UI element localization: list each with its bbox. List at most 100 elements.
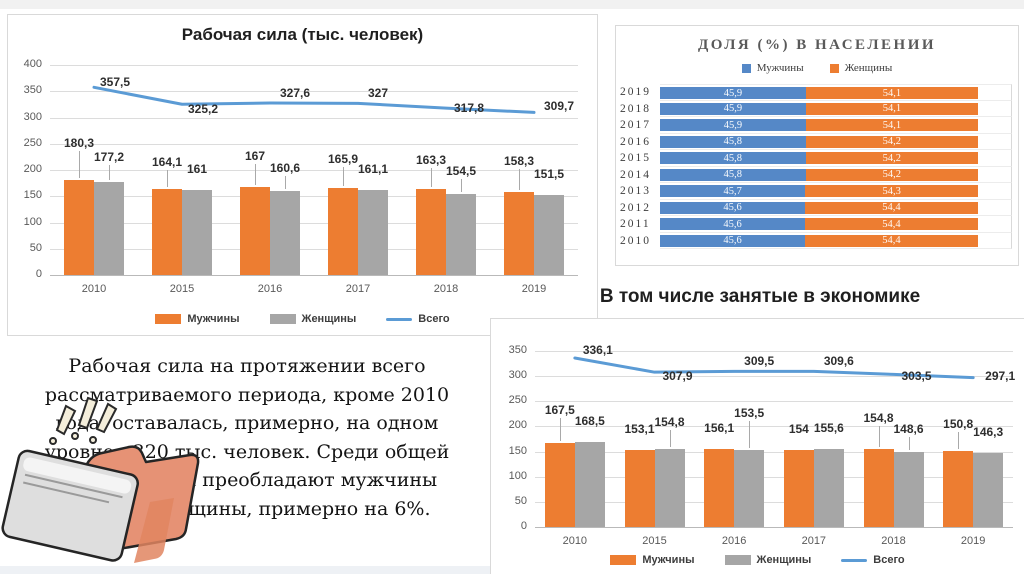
data-label: 165,9 [327, 151, 359, 166]
bar-Женщины [973, 453, 1004, 527]
y-tick-label: 300 [23, 110, 42, 123]
data-label: 180,3 [63, 136, 95, 151]
bar-Мужчины [504, 191, 534, 275]
legend-item: Женщины [269, 313, 357, 325]
year-label: 2017 [620, 119, 651, 132]
label-leader-line [461, 178, 462, 192]
legend-swatch [610, 555, 637, 565]
labor-force-chart-legend: Мужчины Женщины Всего [8, 313, 597, 325]
grid-line [50, 196, 578, 198]
legend-label: Женщины [301, 313, 357, 325]
legend-swatch [741, 63, 751, 73]
data-label: 167,5 [544, 402, 575, 417]
legend-swatch [155, 314, 182, 324]
legend-label: Всего [418, 313, 450, 325]
segment-Женщины: 54,1 [805, 102, 978, 115]
y-tick-label: 350 [23, 84, 42, 97]
y-tick-label: 150 [23, 189, 42, 202]
y-tick-label: 50 [29, 241, 42, 254]
legend-swatch [829, 63, 839, 73]
employed-chart-panel: 350 300 250 200 150 100 50 0 2010 167,5 168,5 2015 1… [490, 318, 1024, 574]
bar-Мужчины [704, 448, 735, 527]
grid-line [535, 351, 1013, 352]
emphasis-marks-icon [49, 396, 118, 445]
legend-label: Мужчины [187, 313, 240, 325]
bar-Мужчины [64, 180, 94, 275]
segment-label: 45,8 [723, 136, 742, 147]
labor-force-chart-panel: Рабочая сила (тыс. человек) 400 350 300 250… [7, 14, 598, 336]
segment-Женщины: 54,2 [805, 135, 978, 148]
stacked-track: 45,8 54,2 [660, 150, 1012, 167]
legend-item: Женщины [724, 554, 811, 566]
data-label: 177,2 [93, 149, 125, 164]
line-data-label: 327 [368, 86, 389, 101]
year-label: 2012 [620, 201, 651, 214]
x-tick-label: 2018 [881, 535, 906, 547]
bar-Женщины [534, 195, 564, 275]
segment-label: 54,3 [882, 185, 901, 197]
line-data-label: 336,1 [582, 342, 613, 357]
line-data-label: 297,1 [985, 368, 1016, 383]
label-leader-line [167, 169, 168, 187]
population-share-chart: 2019 45,9 54,1 2018 45,9 54,1 2017 45,9 … [620, 84, 1012, 249]
segment-label: 54,1 [882, 87, 902, 99]
segment-Женщины: 54,4 [805, 201, 978, 214]
grid-line [535, 401, 1013, 403]
data-label: 161 [186, 162, 208, 177]
stacked-row: 2012 45,6 54,4 [620, 199, 1012, 216]
bar-Женщины [734, 449, 765, 527]
year-label: 2010 [620, 234, 651, 247]
segment-label: 45,7 [723, 185, 742, 197]
legend-label: Всего [873, 554, 905, 566]
segment-label: 45,8 [723, 152, 742, 164]
segment-label: 54,4 [882, 235, 901, 246]
x-tick-label: 2015 [169, 283, 195, 295]
year-label: 2015 [620, 152, 651, 165]
segment-Женщины: 54,2 [805, 152, 978, 164]
slide-top-margin [0, 0, 1024, 9]
segment-label: 45,6 [723, 235, 742, 246]
data-label: 148,6 [893, 422, 924, 437]
segment-label: 54,1 [882, 119, 902, 131]
bar-Мужчины [624, 450, 655, 527]
x-tick-label: 2010 [562, 535, 588, 547]
bar-Мужчины [544, 442, 575, 527]
bar-Мужчины [328, 187, 358, 275]
data-label: 158,3 [503, 153, 535, 168]
bar-Мужчины [863, 449, 894, 527]
segment-label: 45,6 [723, 218, 742, 230]
year-label: 2014 [620, 168, 651, 181]
grid-line [50, 65, 578, 66]
bar-Женщины [358, 190, 388, 275]
stacked-track: 45,6 54,4 [660, 232, 1012, 249]
legend-swatch [269, 314, 296, 324]
bar-Мужчины [240, 187, 270, 275]
y-tick-label: 100 [23, 215, 42, 228]
segment-Мужчины: 45,6 [660, 201, 805, 214]
y-tick-label: 350 [508, 344, 527, 356]
line-data-label: 325,2 [188, 102, 219, 117]
stacked-track: 45,6 54,4 [660, 199, 1012, 216]
segment-Мужчины: 45,6 [660, 234, 805, 247]
data-label: 168,5 [574, 414, 605, 429]
stacked-track: 45,7 54,3 [660, 183, 1012, 200]
label-leader-line [79, 151, 80, 179]
segment-label: 45,9 [723, 87, 743, 99]
data-label: 154,8 [863, 411, 894, 426]
stacked-row: 2015 45,8 54,2 [620, 150, 1012, 167]
y-tick-label: 200 [23, 163, 42, 175]
segment-label: 54,2 [882, 136, 901, 147]
stacked-row: 2013 45,7 54,3 [620, 183, 1012, 200]
segment-Женщины: 54,4 [805, 218, 978, 230]
segment-Женщины: 54,4 [805, 234, 978, 247]
label-leader-line [285, 175, 286, 189]
data-label: 154,5 [445, 163, 477, 178]
y-tick-label: 0 [520, 520, 527, 532]
population-share-chart-panel: ДОЛЯ (%) В НАСЕЛЕНИИ Мужчины Женщины 2019… [615, 25, 1019, 266]
legend-line-swatch [841, 558, 868, 562]
grid-line [50, 248, 578, 250]
year-label: 2013 [620, 185, 651, 198]
y-tick-label: 100 [508, 469, 527, 482]
grid-line [535, 426, 1013, 428]
stacked-track: 45,9 54,1 [660, 117, 1012, 134]
